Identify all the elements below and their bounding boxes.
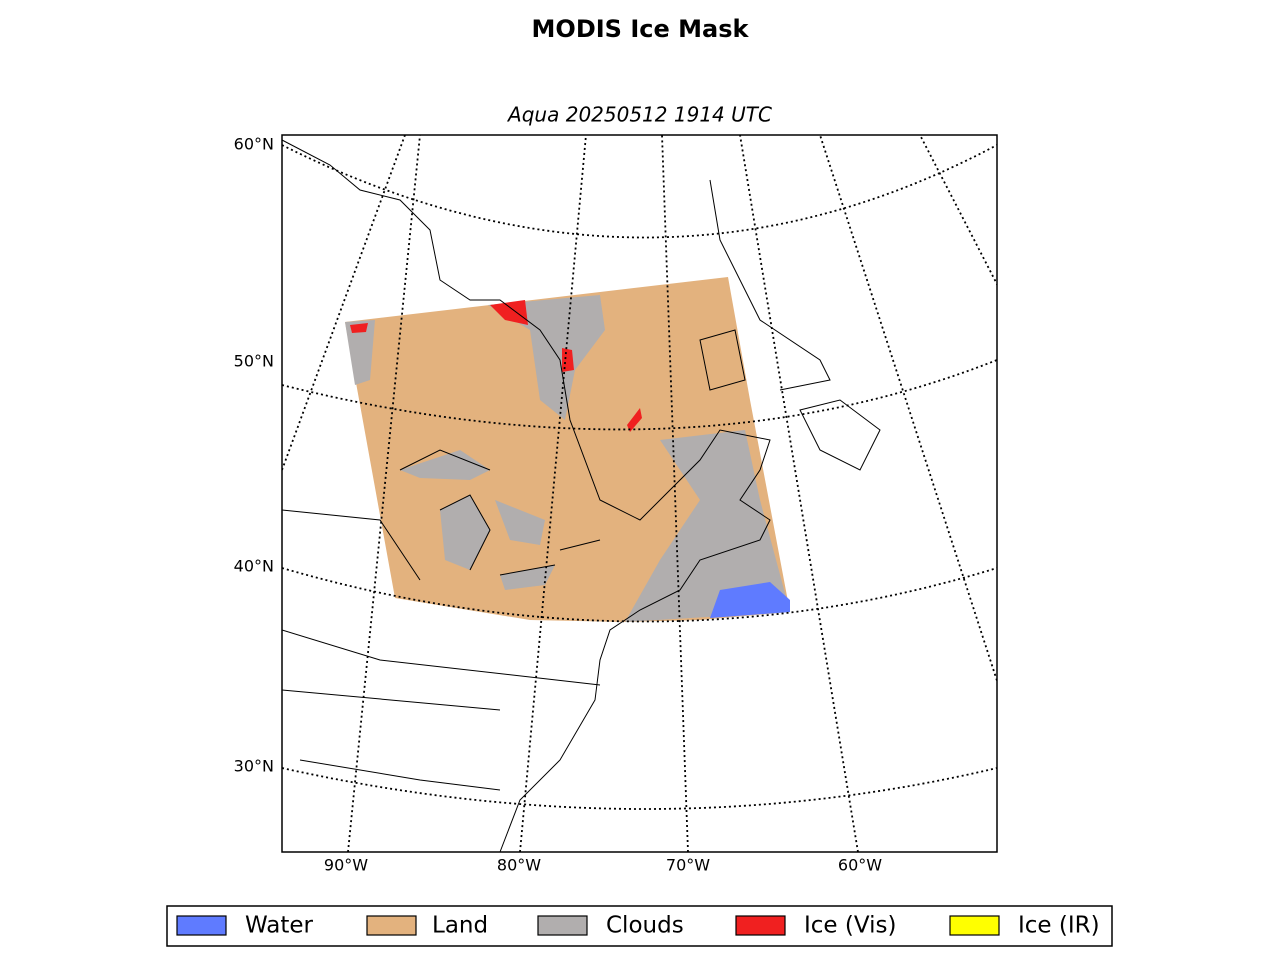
longitude-label: 70°W xyxy=(666,856,710,875)
map-frame xyxy=(281,134,998,853)
legend-label: Land xyxy=(432,913,488,939)
parallel xyxy=(282,144,997,239)
legend-swatch xyxy=(537,915,588,936)
legend-label: Clouds xyxy=(606,913,684,939)
cloud-areas xyxy=(345,295,790,622)
meridian xyxy=(739,135,859,852)
parallel xyxy=(282,359,997,431)
legend-label: Ice (IR) xyxy=(1018,913,1100,939)
legend: Water Land Clouds Ice (Vis) Ice (IR) xyxy=(176,913,1100,939)
legend-swatch xyxy=(949,915,1000,936)
subtitle: Aqua 20250512 1914 UTC xyxy=(506,103,772,127)
parallel xyxy=(282,767,997,810)
lake-shore xyxy=(399,449,601,576)
map-area xyxy=(282,135,997,852)
coastline xyxy=(282,139,771,852)
legend-swatch xyxy=(176,915,227,936)
ice-areas xyxy=(350,300,642,432)
latitude-label: 40°N xyxy=(234,557,274,576)
meridian xyxy=(347,135,421,852)
meridian xyxy=(519,135,587,852)
legend-label: Ice (Vis) xyxy=(804,913,896,939)
longitude-label: 90°W xyxy=(324,856,368,875)
longitude-label: 60°W xyxy=(838,856,882,875)
legend-label: Water xyxy=(245,913,314,939)
border xyxy=(282,509,601,791)
legend-swatch xyxy=(735,915,786,936)
longitude-labels: 90°W 80°W 70°W 60°W xyxy=(324,856,882,875)
latitude-labels: 60°N 50°N 40°N 30°N xyxy=(234,135,274,776)
meridian xyxy=(919,135,997,287)
latitude-label: 30°N xyxy=(234,757,274,776)
latitude-label: 50°N xyxy=(234,352,274,371)
latitude-label: 60°N xyxy=(234,135,274,154)
water-area xyxy=(710,582,790,618)
longitude-label: 80°W xyxy=(497,856,541,875)
title: MODIS Ice Mask xyxy=(532,15,750,43)
meridian xyxy=(819,135,997,684)
coastline xyxy=(699,179,881,471)
legend-swatch xyxy=(366,915,417,936)
